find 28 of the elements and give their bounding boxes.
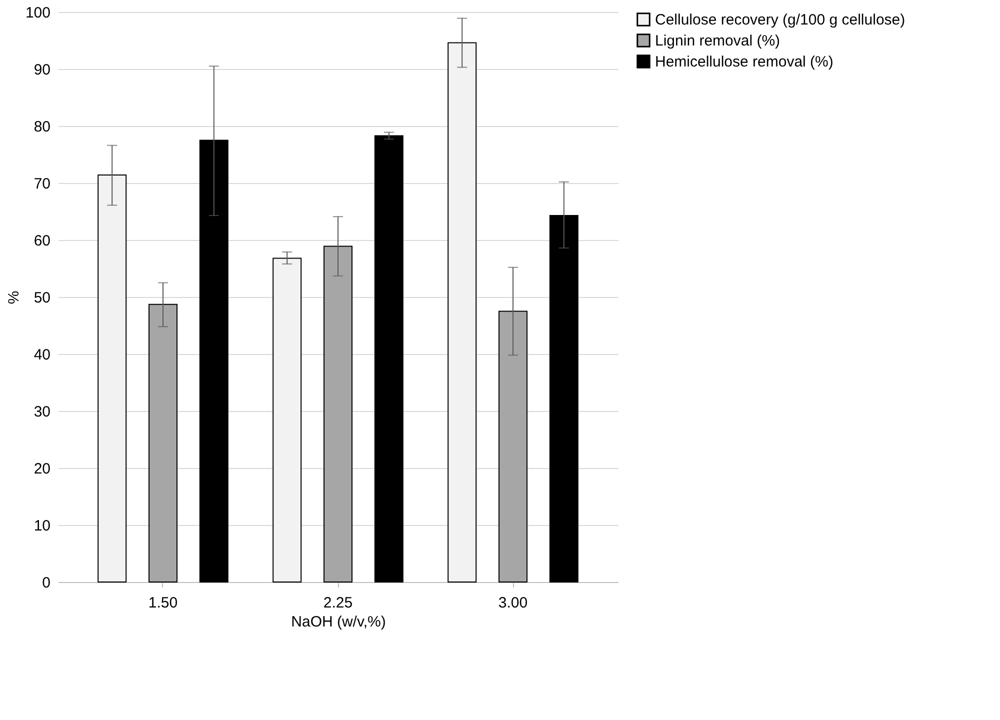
legend-label: Lignin removal (%) — [655, 32, 780, 50]
legend-label: Cellulose recovery (g/100 g cellulose) — [655, 12, 906, 28]
bar — [374, 135, 404, 582]
y-tick-label: 0 — [42, 574, 50, 592]
bar — [272, 258, 302, 582]
y-tick-label: 20 — [34, 460, 50, 478]
bar — [448, 42, 477, 582]
y-axis-title: % — [5, 290, 22, 304]
bar — [148, 304, 178, 582]
x-tick-label: 1.50 — [148, 594, 178, 612]
x-tick-label: 2.25 — [323, 594, 353, 612]
bar — [199, 140, 228, 582]
x-tick-label: 3.00 — [498, 594, 528, 612]
bar — [98, 174, 127, 582]
y-tick-label: 100 — [25, 4, 50, 22]
y-tick-label: 10 — [34, 518, 50, 534]
bar — [498, 310, 528, 582]
legend-label: Hemicellulose removal (%) — [655, 54, 834, 70]
x-axis-title: NaOH (w/v,%) — [291, 614, 386, 630]
y-tick-label: 90 — [34, 62, 50, 78]
bar — [324, 246, 352, 582]
y-tick-label: 50 — [34, 290, 50, 306]
y-tick-label: 40 — [34, 346, 50, 364]
y-tick-label: 60 — [34, 232, 50, 250]
y-tick-label: 80 — [34, 118, 50, 136]
y-tick-label: 70 — [34, 176, 50, 192]
y-tick-label: 30 — [34, 404, 50, 420]
bar — [549, 214, 578, 582]
